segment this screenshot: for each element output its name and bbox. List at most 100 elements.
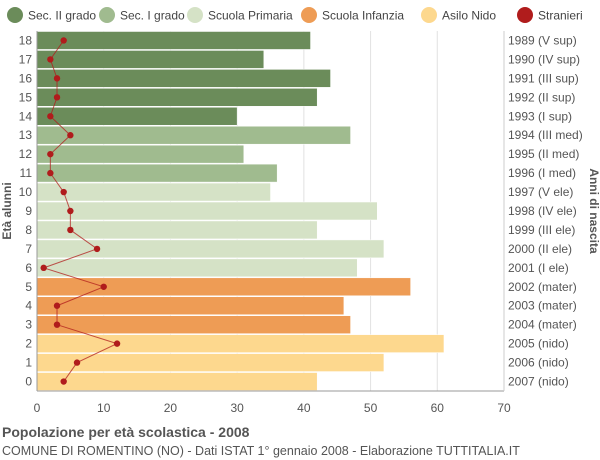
age-tick-label: 8 <box>25 223 32 237</box>
age-tick-label: 10 <box>19 185 33 199</box>
stranieri-point <box>73 359 81 366</box>
birth-year-label: 2007 (nido) <box>508 375 569 389</box>
age-tick-label: 12 <box>19 147 33 161</box>
bar-age-11 <box>36 163 278 183</box>
birth-year-label: 2003 (mater) <box>508 299 577 313</box>
x-tick-label: 10 <box>97 401 111 415</box>
legend-item: Scuola Infanzia <box>301 7 404 23</box>
bar-age-6 <box>36 258 358 278</box>
bar-age-4 <box>36 296 345 315</box>
legend-swatch <box>7 7 23 23</box>
legend-item: Sec. I grado <box>99 7 185 23</box>
birth-year-label: 2002 (mater) <box>508 280 577 294</box>
birth-year-label: 1992 (II sup) <box>508 90 575 104</box>
bar-age-0 <box>36 372 318 391</box>
birth-year-label: 2006 (nido) <box>508 356 569 370</box>
legend-label: Scuola Infanzia <box>322 9 404 23</box>
stranieri-point <box>67 207 74 215</box>
legend-label: Asilo Nido <box>442 9 496 23</box>
stranieri-point <box>53 75 61 82</box>
legend-swatch <box>99 7 115 23</box>
age-tick-label: 16 <box>19 71 33 85</box>
stranieri-point <box>67 132 74 139</box>
birth-year-label: 1998 (IV ele) <box>508 204 577 218</box>
bar-age-17 <box>36 50 265 69</box>
bar-age-1 <box>36 353 385 372</box>
bar-age-10 <box>36 182 271 202</box>
birth-year-label: 1999 (III ele) <box>508 223 575 237</box>
bar-age-13 <box>36 125 351 145</box>
age-tick-label: 6 <box>25 261 32 275</box>
legend-item: Scuola Primaria <box>187 7 293 23</box>
age-tick-label: 4 <box>25 299 32 313</box>
stranieri-point <box>113 340 121 347</box>
bar-age-12 <box>36 144 245 164</box>
birth-year-label: 2001 (I ele) <box>508 261 569 275</box>
birth-year-label: 1994 (III med) <box>508 128 583 142</box>
stranieri-point <box>60 188 67 196</box>
stranieri-point <box>53 321 61 328</box>
bar-age-3 <box>36 315 351 334</box>
chart-subtitle: COMUNE DI ROMENTINO (NO) - Dati ISTAT 1°… <box>2 444 520 458</box>
stranieri-point <box>60 37 67 44</box>
age-tick-label: 17 <box>19 52 33 66</box>
legend-label: Scuola Primaria <box>208 9 293 23</box>
stranieri-point <box>47 150 54 158</box>
x-tick-label: 60 <box>431 401 445 415</box>
age-tick-label: 9 <box>25 204 32 218</box>
legend-swatch <box>517 7 533 23</box>
age-tick-label: 11 <box>20 166 33 180</box>
stranieri-point <box>60 378 67 385</box>
stranieri-point <box>93 245 101 253</box>
stranieri-point <box>67 226 74 234</box>
birth-year-label: 2005 (nido) <box>508 337 569 351</box>
x-tick-label: 50 <box>364 401 378 415</box>
bar-age-16 <box>36 69 331 88</box>
age-tick-label: 15 <box>19 90 33 104</box>
legend-item: Asilo Nido <box>421 7 496 23</box>
legend-item: Sec. II grado <box>7 7 96 23</box>
bar-age-9 <box>36 201 378 221</box>
y-axis-title-left: Età alunni <box>0 182 14 239</box>
bar-age-15 <box>36 88 318 107</box>
stranieri-point <box>53 94 61 101</box>
age-tick-label: 5 <box>25 280 32 294</box>
birth-year-label: 1995 (II med) <box>508 147 579 161</box>
x-tick-label: 40 <box>297 401 311 415</box>
age-tick-label: 14 <box>19 109 33 123</box>
birth-year-label: 1989 (V sup) <box>508 33 577 47</box>
legend-item: Stranieri <box>517 7 583 23</box>
stranieri-point <box>100 283 107 290</box>
population-chart: Sec. II grado Sec. I grado Scuola Primaria… <box>0 7 600 415</box>
stranieri-point <box>40 264 47 272</box>
x-tick-label: 20 <box>164 401 178 415</box>
stranieri-point <box>53 302 61 309</box>
stranieri-point <box>47 113 54 120</box>
bar-age-18 <box>36 31 311 50</box>
bar-age-14 <box>36 107 238 126</box>
age-tick-label: 2 <box>25 337 32 351</box>
age-tick-label: 18 <box>19 33 33 47</box>
x-tick-label: 0 <box>34 401 41 415</box>
bar-age-5 <box>36 277 411 297</box>
y-axis-title-right: Anni di nascita <box>587 168 600 254</box>
birth-year-label: 1990 (IV sup) <box>508 52 580 66</box>
birth-year-label: 1993 (I sup) <box>508 109 572 123</box>
age-tick-label: 13 <box>19 128 33 142</box>
birth-year-label: 1991 (III sup) <box>508 71 579 85</box>
birth-year-label: 2004 (mater) <box>508 318 577 332</box>
x-tick-label: 30 <box>230 401 244 415</box>
age-tick-label: 7 <box>25 242 32 256</box>
legend-swatch <box>421 7 437 23</box>
age-tick-label: 0 <box>25 375 32 389</box>
legend-swatch <box>187 7 203 23</box>
legend-label: Sec. II grado <box>28 9 96 23</box>
legend-label: Sec. I grado <box>120 9 185 23</box>
age-tick-label: 3 <box>25 318 32 332</box>
birth-year-label: 1997 (V ele) <box>508 185 573 199</box>
birth-year-label: 1996 (I med) <box>508 166 576 180</box>
chart-title: Popolazione per età scolastica - 2008 <box>2 424 250 440</box>
x-tick-label: 70 <box>497 401 511 415</box>
legend-swatch <box>301 7 317 23</box>
legend-label: Stranieri <box>538 9 583 23</box>
